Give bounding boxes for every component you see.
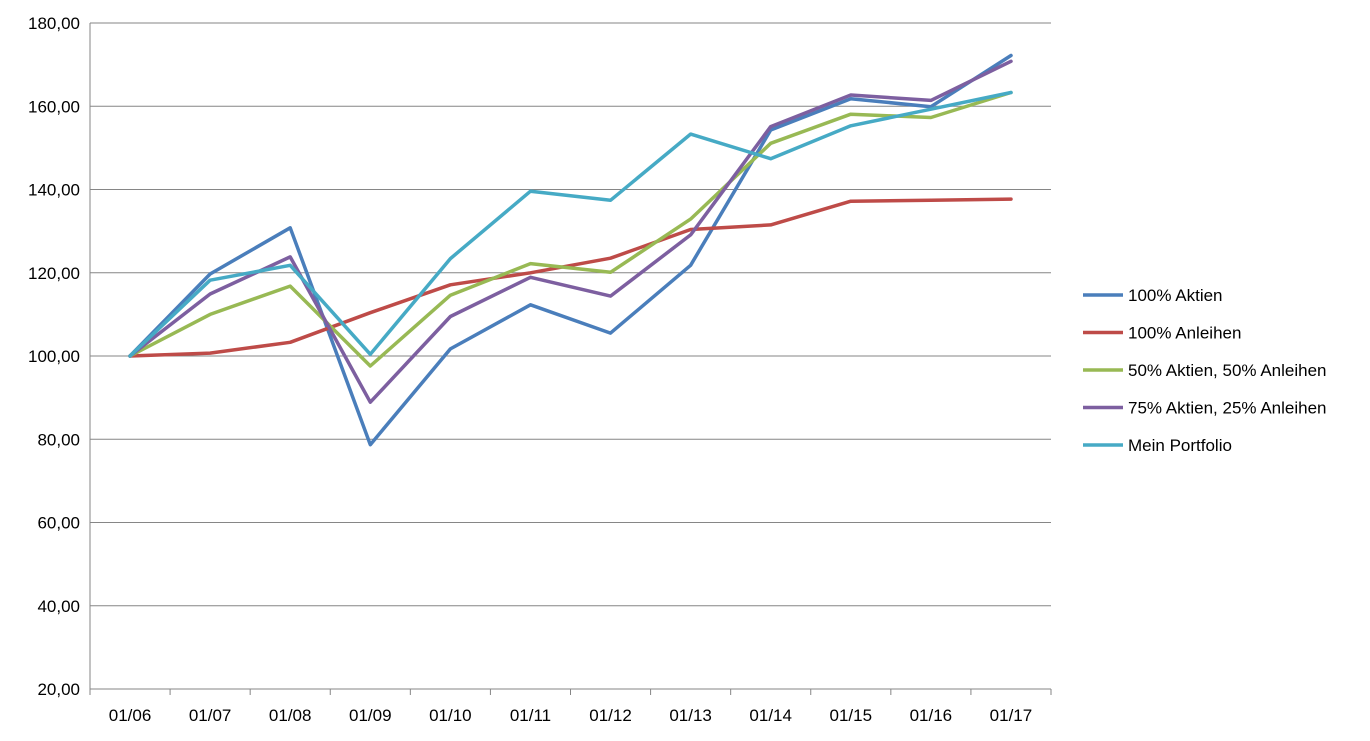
y-tick-label: 140,00: [28, 181, 80, 200]
legend: 100% Aktien 100% Anleihen 50% Aktien, 50% …: [1083, 286, 1326, 455]
x-tick-label: 01/11: [510, 706, 551, 725]
axes: [89, 23, 1052, 695]
x-tick-label: 01/09: [349, 706, 392, 725]
y-axis-tick-labels: 20,00 40,00 60,00 80,00 100,00 120,00 140,00 16…: [28, 14, 80, 699]
x-tick-label: 01/08: [269, 706, 312, 725]
x-axis-tick-labels: 01/06 01/07 01/08 01/09 01/10 01/11 01/12 01/13…: [109, 706, 1032, 725]
x-tick-label: 01/12: [589, 706, 632, 725]
y-tick-label: 20,00: [37, 680, 80, 699]
x-tick-label: 01/17: [990, 706, 1033, 725]
legend-label: 75% Aktien, 25% Anleihen: [1128, 399, 1326, 418]
y-tick-label: 160,00: [28, 97, 80, 116]
y-tick-label: 40,00: [37, 597, 80, 616]
series-lines: [128, 53, 1013, 447]
series-line-5: [128, 90, 1013, 358]
y-tick-label: 180,00: [28, 14, 80, 33]
legend-label: 50% Aktien, 50% Anleihen: [1128, 361, 1326, 380]
x-tick-label: 01/13: [669, 706, 712, 725]
x-tick-label: 01/16: [910, 706, 953, 725]
gridlines: [90, 22, 1051, 690]
y-tick-label: 60,00: [37, 514, 80, 533]
series-line-3: [128, 90, 1013, 368]
x-tick-label: 01/10: [429, 706, 472, 725]
y-tick-label: 80,00: [37, 430, 80, 449]
x-tick-label: 01/07: [189, 706, 232, 725]
legend-label: 100% Aktien: [1128, 286, 1223, 305]
legend-label: 100% Anleihen: [1128, 324, 1241, 343]
series-line-2: [128, 197, 1013, 358]
series-line-4: [128, 59, 1013, 404]
x-tick-label: 01/14: [749, 706, 792, 725]
x-tick-label: 01/06: [109, 706, 152, 725]
x-tick-label: 01/15: [830, 706, 873, 725]
series-line-1: [128, 53, 1013, 447]
legend-label: Mein Portfolio: [1128, 436, 1232, 455]
y-tick-label: 100,00: [28, 347, 80, 366]
y-tick-label: 120,00: [28, 264, 80, 283]
